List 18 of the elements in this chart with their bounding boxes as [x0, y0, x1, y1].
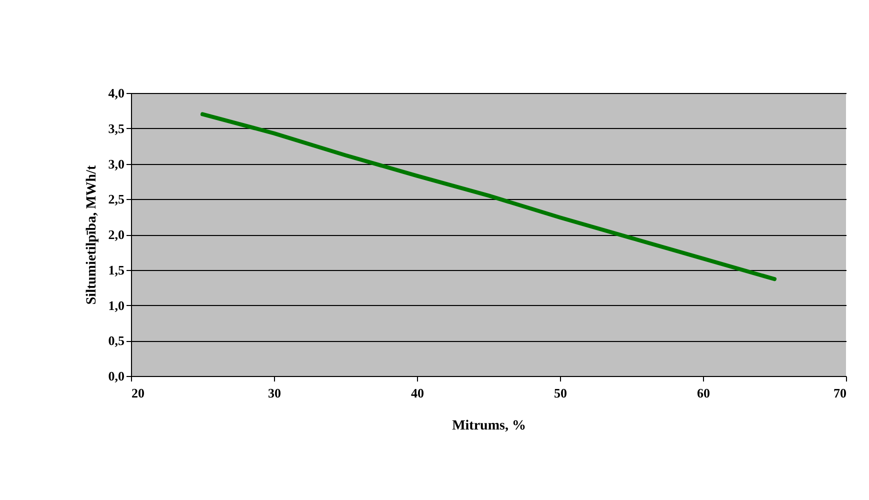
x-tick-label: 50: [554, 386, 567, 400]
y-tick-label: 3,5: [108, 120, 125, 136]
x-tick-label: 20: [132, 386, 144, 400]
y-tick-label: 4,0: [108, 86, 124, 100]
y-tick-label: 2,0: [108, 227, 124, 242]
x-tick-label: 60: [697, 386, 710, 400]
line-series: [200, 112, 776, 282]
x-tick-label: 70: [834, 386, 846, 400]
y-tick-label: 0,5: [108, 333, 125, 348]
y-tick-label: 1,0: [108, 298, 124, 313]
x-tick-label: 30: [268, 386, 281, 400]
x-tick-label: 40: [411, 386, 424, 400]
x-axis-title: Mitrums, %: [452, 418, 526, 434]
y-tick-label: 2,5: [108, 192, 125, 207]
y-tick-label: 0,0: [108, 368, 124, 384]
y-tick-label: 1,5: [108, 262, 125, 278]
y-tick-label: 3,0: [108, 156, 124, 172]
y-axis-title: Siltumietilpība, MWh/t: [84, 165, 100, 305]
